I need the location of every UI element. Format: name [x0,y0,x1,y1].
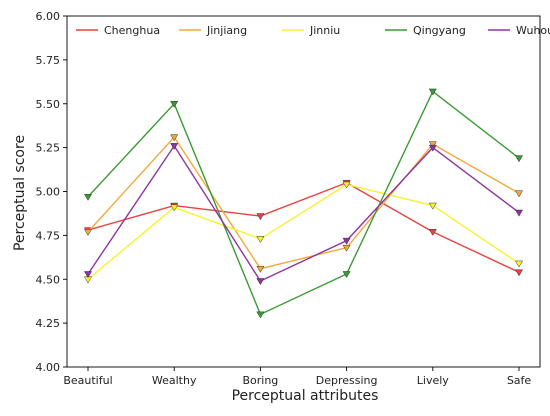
x-axis-label: Perceptual attributes [232,388,379,404]
legend: Chenghua Jinjiang Jinniu Qingyang Wuhou [76,24,550,37]
x-tick-label: Lively [417,374,450,387]
x-tick-label: Safe [507,374,532,387]
y-axis-label: Perceptual score [12,135,28,251]
data-point-chenghua [428,229,437,236]
x-tick-label: Boring [242,374,278,387]
data-point-qingyang [514,155,524,163]
data-point-jinniu [428,202,437,210]
legend-item-jinniu: Jinniu [282,24,340,37]
data-point-chenghua [514,269,524,277]
y-tick-label: 4.75 [36,229,61,242]
legend-label-jinniu: Jinniu [309,24,340,37]
data-point-wuhou [342,237,351,245]
legend-item-jinjiang: Jinjiang [179,24,247,37]
y-tick-label: 5.75 [36,54,61,67]
series-line-qingyang [87,90,520,316]
series-qingyang [83,88,524,319]
y-tick-label: 5.50 [36,98,61,111]
y-tick-label: 5.00 [36,186,61,199]
legend-item-qingyang: Qingyang [385,24,466,37]
series-jinjiang [83,134,524,273]
series-line-wuhou [87,144,520,282]
data-point-jinjiang [170,134,179,142]
data-point-jinniu [170,204,179,212]
legend-label-chenghua: Chenghua [104,24,160,37]
legend-label-wuhou: Wuhou [516,24,550,37]
data-point-qingyang [342,271,351,279]
data-point-qingyang [83,193,93,201]
data-point-wuhou [83,271,93,279]
data-point-jinniu [342,181,351,189]
data-point-wuhou [170,143,179,150]
data-point-jinjiang [256,265,265,273]
y-tick-label: 4.25 [36,317,61,330]
series-wuhou [83,143,524,286]
series-jinniu [83,181,524,284]
axes: 4.00 4.25 4.50 4.75 5.00 5.25 5.50 5.75 6.00 Beau… [36,10,541,387]
data-point-wuhou [514,209,524,217]
data-point-jinniu [256,236,265,243]
series-line-jinniu [87,183,520,280]
data-point-jinniu [514,260,524,268]
data-point-jinjiang [428,141,437,149]
y-tick-label: 4.50 [36,273,61,286]
legend-label-jinjiang: Jinjiang [206,24,247,37]
data-point-qingyang [256,311,265,319]
legend-item-wuhou: Wuhou [488,24,550,37]
y-tick-label: 6.00 [36,10,61,23]
data-point-chenghua [256,213,265,221]
x-tick-label: Beautiful [63,374,112,387]
data-point-qingyang [428,88,437,96]
series-line-jinjiang [87,135,520,270]
x-tick-label: Wealthy [152,374,197,387]
series-line-chenghua [87,181,520,273]
plot-frame [66,15,541,368]
x-tick-label: Depressing [316,374,378,387]
data-point-jinjiang [83,229,93,236]
legend-item-chenghua: Chenghua [76,24,160,37]
y-tick-label: 5.25 [36,142,61,155]
data-point-wuhou [256,278,265,286]
data-point-qingyang [170,100,179,108]
series-group [83,88,524,319]
y-tick-label: 4.00 [36,361,61,374]
data-point-jinjiang [514,190,524,198]
data-point-jinjiang [342,244,351,252]
data-point-wuhou [428,144,437,152]
legend-label-qingyang: Qingyang [413,24,466,37]
